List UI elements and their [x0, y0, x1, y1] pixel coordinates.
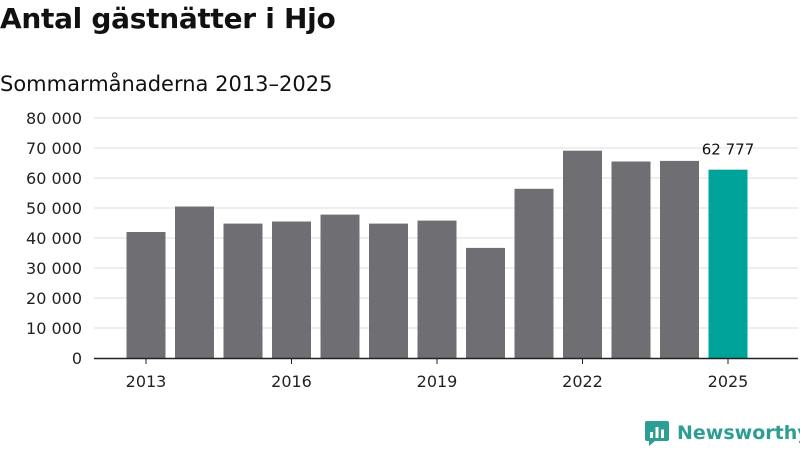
bar-2016 — [272, 221, 311, 358]
y-tick-label: 40 000 — [26, 229, 82, 248]
bar-2020 — [466, 247, 505, 358]
bar-2018 — [369, 223, 408, 358]
bar-2024 — [660, 160, 699, 358]
y-tick-label: 0 — [72, 349, 82, 368]
y-tick-label: 10 000 — [26, 319, 82, 338]
bar-2023 — [611, 161, 651, 358]
x-tick-label: 2025 — [708, 372, 749, 391]
x-tick-label: 2016 — [271, 372, 312, 391]
bar-2014 — [175, 206, 214, 358]
bar-2025 — [708, 169, 748, 358]
data-label: 62 777 — [702, 141, 755, 159]
y-tick-label: 70 000 — [26, 139, 82, 158]
y-tick-label: 50 000 — [26, 199, 82, 218]
chart-subtitle: Sommarmånaderna 2013–2025 — [0, 72, 333, 96]
y-tick-label: 80 000 — [26, 109, 82, 128]
x-tick-label: 2019 — [417, 372, 458, 391]
bar-2015 — [223, 223, 263, 358]
newsworthy-logo-icon — [645, 421, 669, 446]
chart-title: Antal gästnätter i Hjo — [0, 2, 336, 35]
bar-2017 — [320, 214, 360, 358]
y-tick-label: 30 000 — [26, 259, 82, 278]
y-tick-label: 60 000 — [26, 169, 82, 188]
bar-2019 — [417, 220, 457, 358]
bar-2021 — [514, 188, 554, 358]
y-tick-label: 20 000 — [26, 289, 82, 308]
bar-2013 — [126, 232, 166, 358]
brand-name: Newsworthy — [677, 422, 800, 444]
bar-2022 — [563, 150, 602, 358]
x-tick-label: 2022 — [562, 372, 603, 391]
brand-logo: Newsworthy — [644, 419, 800, 447]
x-tick-label: 2013 — [126, 372, 167, 391]
